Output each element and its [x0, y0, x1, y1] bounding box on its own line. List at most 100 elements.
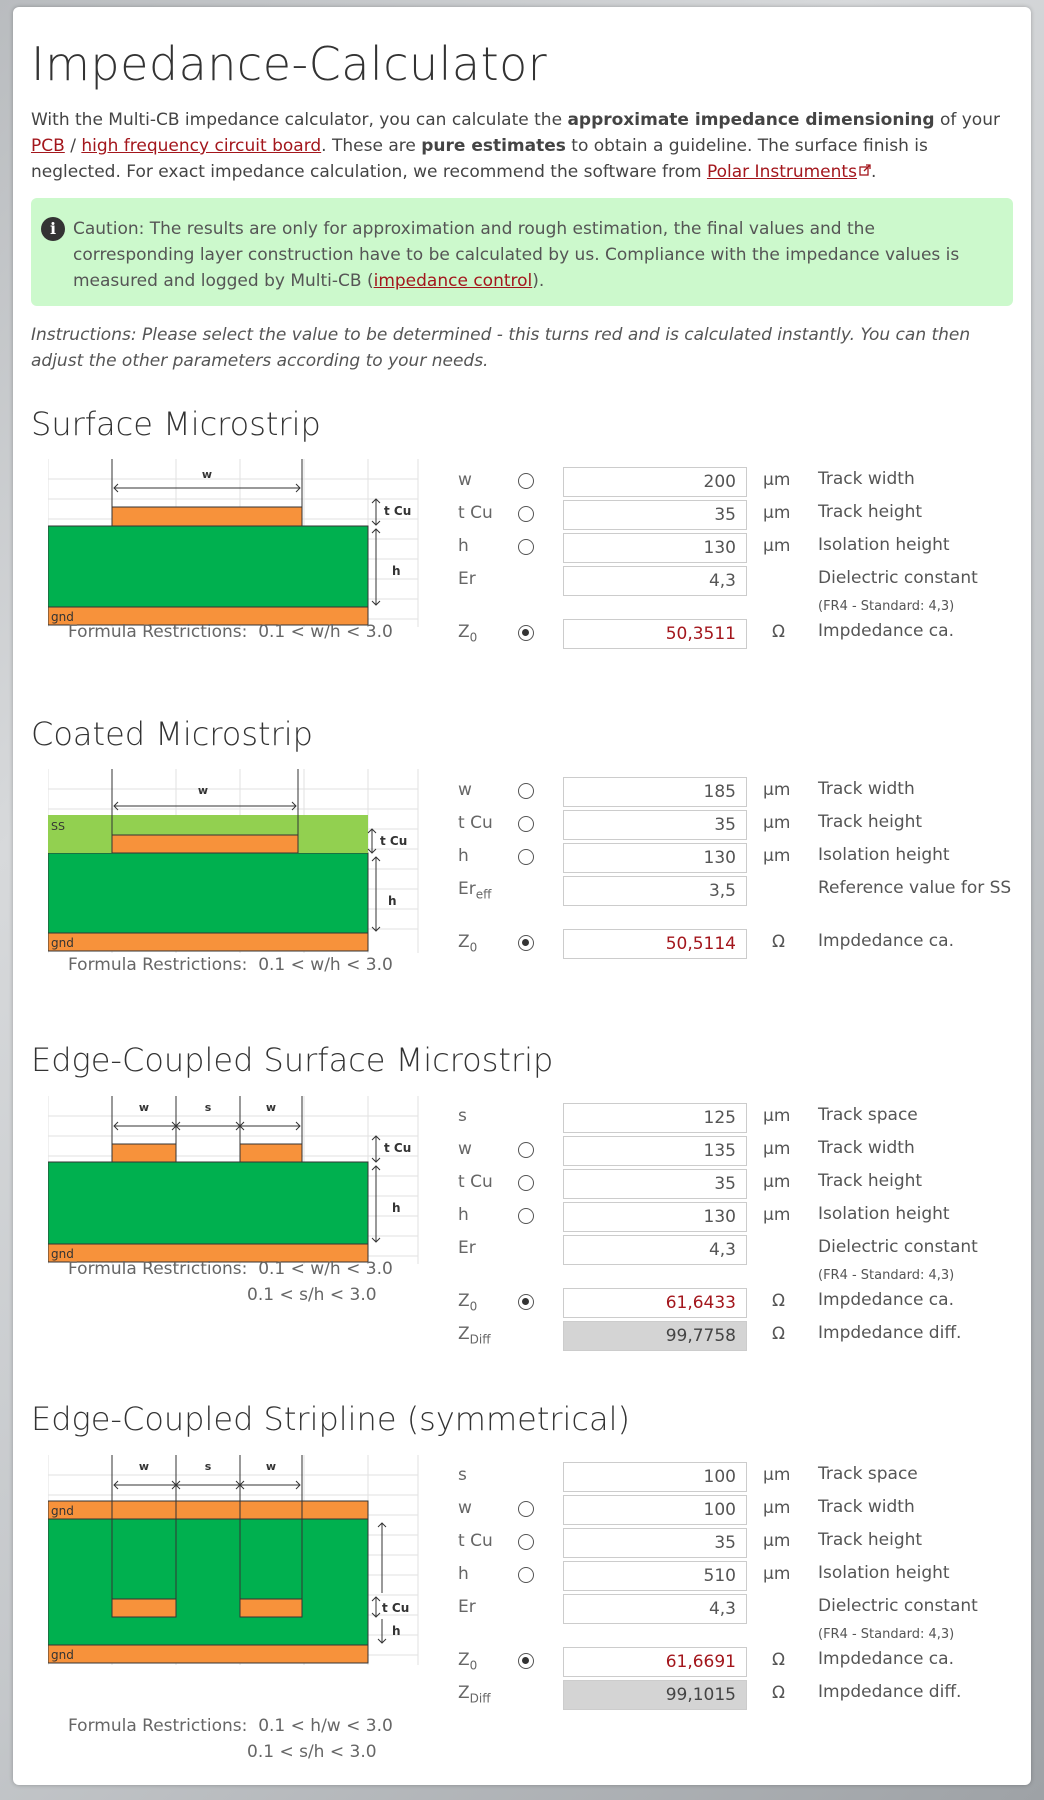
section-title-edge-coupled-surface-microstrip: Edge-Coupled Surface Microstrip: [31, 1041, 554, 1079]
formula-restrictions: Formula Restrictions: 0.1 < h/w < 3.0: [68, 1716, 393, 1736]
thickness-input[interactable]: 35: [563, 810, 747, 840]
param-row-h: h 130 µm Isolation height: [458, 842, 1018, 873]
thickness-input[interactable]: 35: [563, 1528, 747, 1558]
width-label: w: [202, 468, 212, 481]
track-left: [111, 1143, 177, 1163]
radio-w[interactable]: [518, 783, 534, 799]
impedance-result[interactable]: 61,6433: [563, 1288, 747, 1318]
radio-h[interactable]: [518, 539, 534, 555]
radio-z0[interactable]: [518, 1653, 534, 1669]
param-row-z0: Z0 50,3511 Ω Impdedance ca.: [458, 618, 1018, 649]
height-input[interactable]: 510: [563, 1561, 747, 1591]
track-right: [239, 1143, 303, 1163]
edge-coupled-stripline-diagram: w s w gnd t Cu h gnd: [48, 1455, 419, 1665]
param-row-w: w 135 µm Track width: [458, 1135, 1018, 1166]
height-input[interactable]: 130: [563, 533, 747, 563]
param-symbol: t Cu: [458, 1172, 493, 1192]
formula-restrictions: Formula Restrictions: 0.1 < w/h < 3.0: [68, 622, 393, 642]
radio-t[interactable]: [518, 1534, 534, 1550]
radio-h[interactable]: [518, 1567, 534, 1583]
param-symbol: t Cu: [458, 1531, 493, 1551]
soldermask-label: SS: [51, 820, 65, 833]
gnd-label: gnd: [51, 1247, 74, 1261]
polar-instruments-link[interactable]: Polar Instruments: [707, 162, 871, 182]
param-symbol: Z0: [458, 1291, 478, 1314]
space-input[interactable]: 100: [563, 1462, 747, 1492]
param-row-h: h 130 µm Isolation height: [458, 532, 1018, 563]
caution-alert: i Caution: The results are only for appr…: [31, 198, 1013, 306]
height-input[interactable]: 130: [563, 843, 747, 873]
param-symbol: w: [458, 1498, 472, 1518]
radio-z0[interactable]: [518, 1294, 534, 1310]
radio-w[interactable]: [518, 1142, 534, 1158]
param-symbol: ZDiff: [458, 1683, 491, 1706]
dielectric-input[interactable]: 4,3: [563, 1235, 747, 1265]
dielectric-input[interactable]: 4,3: [563, 566, 747, 596]
width-input[interactable]: 200: [563, 467, 747, 497]
param-row-z0: Z0 50,5114 Ω Impdedance ca.: [458, 928, 1018, 959]
param-label: Isolation height: [818, 1563, 950, 1583]
unit: µm: [763, 470, 791, 490]
thickness-input[interactable]: 35: [563, 1169, 747, 1199]
edge-coupled-surface-diagram: w s w t Cu h gnd: [48, 1096, 419, 1264]
dielectric-input[interactable]: 3,5: [563, 876, 747, 906]
width-input[interactable]: 135: [563, 1136, 747, 1166]
instructions-text: Instructions: Please select the value to…: [31, 325, 971, 371]
param-row-t: t Cu 35 µm Track height: [458, 1527, 1018, 1558]
dielectric-input[interactable]: 4,3: [563, 1594, 747, 1624]
hf-board-link[interactable]: high frequency circuit board: [81, 136, 322, 156]
impedance-result[interactable]: 50,3511: [563, 619, 747, 649]
section-title-edge-coupled-stripline: Edge-Coupled Stripline (symmetrical): [31, 1400, 630, 1438]
param-label: Track width: [818, 1138, 915, 1158]
impedance-result[interactable]: 50,5114: [563, 929, 747, 959]
radio-t[interactable]: [518, 816, 534, 832]
radio-w[interactable]: [518, 473, 534, 489]
space-input[interactable]: 125: [563, 1103, 747, 1133]
param-row-h: h 130 µm Isolation height: [458, 1201, 1018, 1232]
param-symbol: s: [458, 1106, 467, 1126]
param-label: Impdedance ca.: [818, 1290, 954, 1310]
width-input[interactable]: 185: [563, 777, 747, 807]
radio-h[interactable]: [518, 849, 534, 865]
param-note: (FR4 - Standard: 4,3): [818, 1268, 955, 1283]
intro-part: . These are: [321, 136, 422, 156]
radio-t[interactable]: [518, 1175, 534, 1191]
radio-h[interactable]: [518, 1208, 534, 1224]
width-label: w: [266, 1101, 276, 1114]
thickness-label: t Cu: [380, 834, 407, 848]
impedance-result[interactable]: 61,6691: [563, 1647, 747, 1677]
height-label: h: [388, 894, 397, 908]
height-label: h: [392, 564, 401, 578]
section-title-coated-microstrip: Coated Microstrip: [31, 715, 313, 753]
width-input[interactable]: 100: [563, 1495, 747, 1525]
param-row-zdiff: ZDiff 99,1015 Ω Impdedance diff.: [458, 1679, 1018, 1710]
alert-text-end: ).: [532, 271, 545, 291]
param-symbol: s: [458, 1465, 467, 1485]
param-label: Track space: [818, 1105, 918, 1125]
width-label: w: [266, 1460, 276, 1473]
formula-restrictions: Formula Restrictions: 0.1 < w/h < 3.0: [68, 1259, 393, 1279]
ground-plane: [48, 932, 369, 952]
thickness-input[interactable]: 35: [563, 500, 747, 530]
intro-text: With the Multi-CB impedance calculator, …: [31, 107, 1016, 185]
height-input[interactable]: 130: [563, 1202, 747, 1232]
param-label: Isolation height: [818, 1204, 950, 1224]
pcb-link[interactable]: PCB: [31, 136, 65, 156]
param-row-w: w 200 µm Track width: [458, 466, 1018, 497]
param-symbol: h: [458, 1205, 469, 1225]
unit: µm: [763, 813, 791, 833]
width-label: w: [198, 784, 208, 797]
radio-w[interactable]: [518, 1501, 534, 1517]
param-label: Track width: [818, 469, 915, 489]
radio-z0[interactable]: [518, 625, 534, 641]
param-row-z0: Z0 61,6433 Ω Impdedance ca.: [458, 1287, 1018, 1318]
coated-microstrip-diagram: w SS t Cu h gnd: [48, 769, 419, 953]
intro-separator: /: [64, 136, 82, 156]
info-icon: i: [41, 217, 65, 241]
intro-bold: pure estimates: [421, 136, 566, 156]
height-label: h: [392, 1624, 401, 1638]
param-symbol: w: [458, 1139, 472, 1159]
radio-z0[interactable]: [518, 935, 534, 951]
radio-t[interactable]: [518, 506, 534, 522]
impedance-control-link[interactable]: impedance control: [373, 271, 533, 291]
